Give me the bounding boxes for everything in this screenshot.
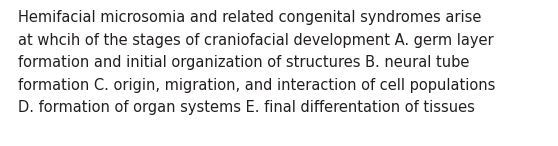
Text: Hemifacial microsomia and related congenital syndromes arise: Hemifacial microsomia and related congen… <box>18 10 482 25</box>
Text: formation and initial organization of structures B. neural tube: formation and initial organization of st… <box>18 55 469 70</box>
Text: D. formation of organ systems E. final differentation of tissues: D. formation of organ systems E. final d… <box>18 100 475 115</box>
Text: at whcih of the stages of craniofacial development A. germ layer: at whcih of the stages of craniofacial d… <box>18 33 494 47</box>
Text: formation C. origin, migration, and interaction of cell populations: formation C. origin, migration, and inte… <box>18 78 496 93</box>
